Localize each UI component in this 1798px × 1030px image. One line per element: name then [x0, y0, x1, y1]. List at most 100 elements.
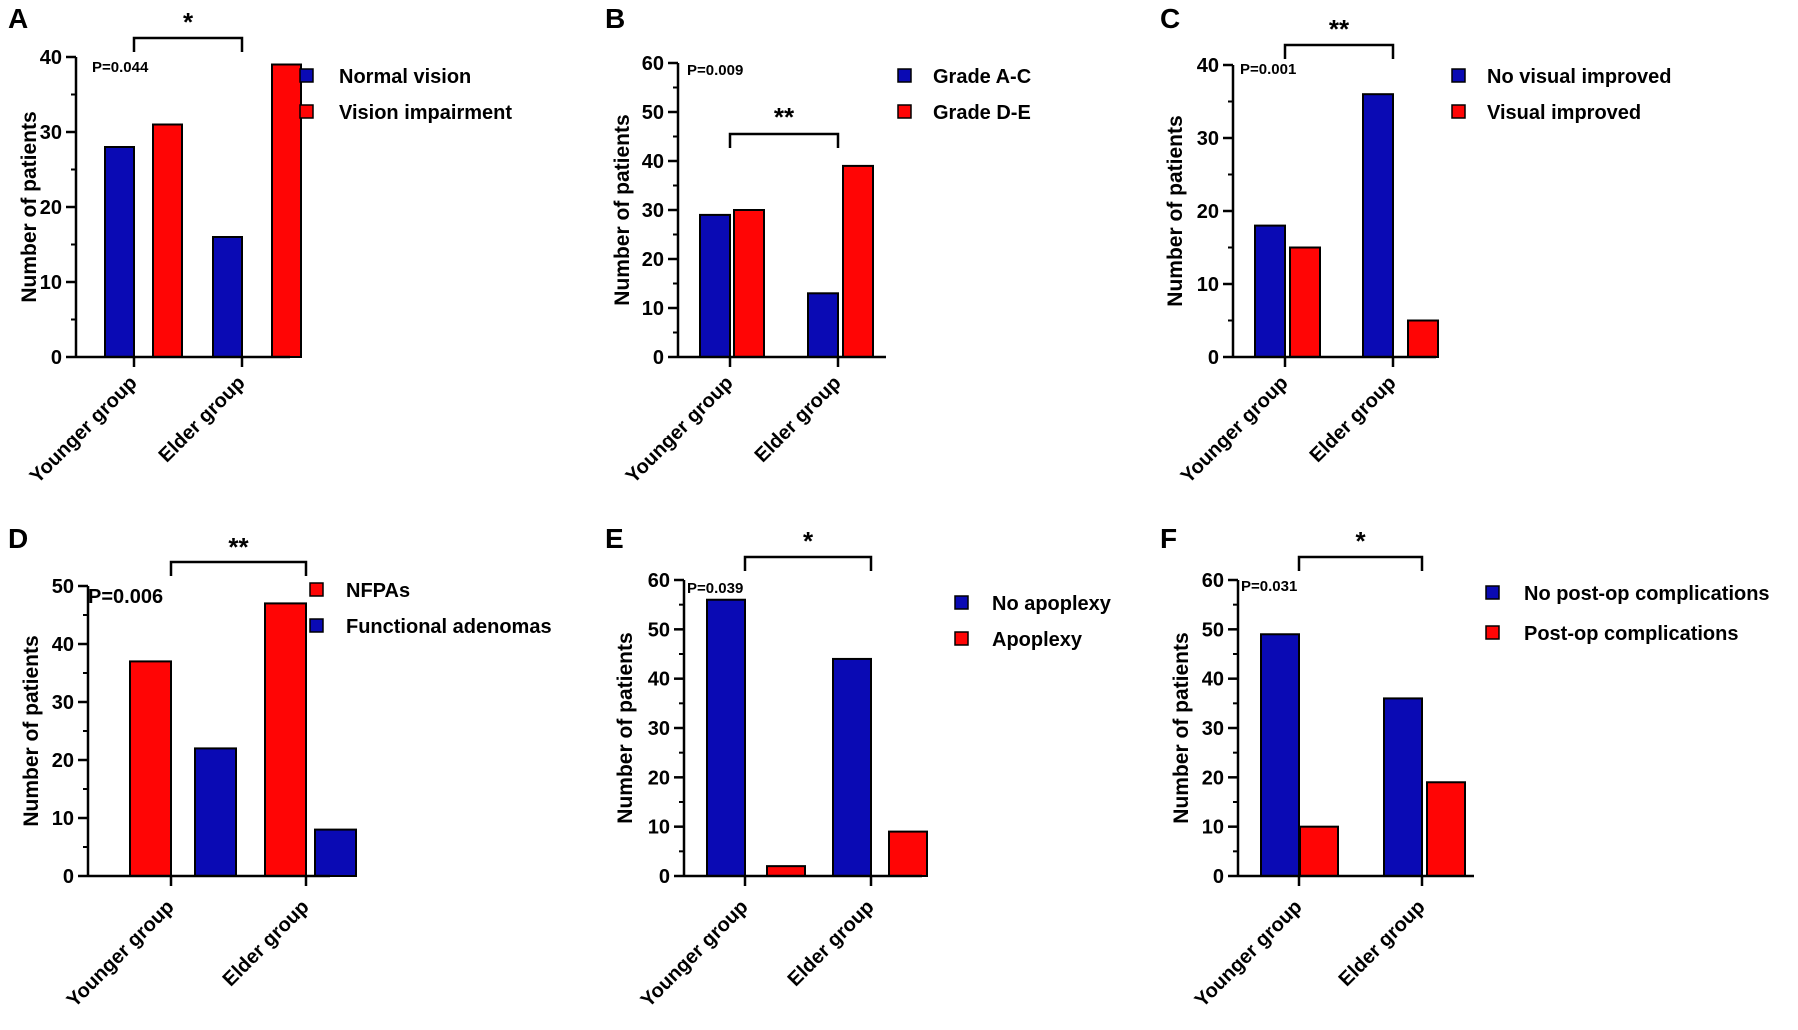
y-tick-label: 20: [642, 249, 664, 271]
bar-elder-group-apoplexy: [888, 830, 928, 877]
legend-swatch: [299, 68, 314, 83]
y-tick-label: 40: [648, 669, 670, 691]
legend-swatch: [309, 582, 324, 597]
panel-letter: A: [8, 3, 28, 34]
y-tick-label: 30: [52, 692, 74, 714]
panel-d: D Number of patients 0 10 20 30 40 50 Younger gr…: [8, 523, 552, 1012]
panel-letter: E: [605, 523, 624, 554]
p-value: P=0.006: [88, 586, 163, 608]
legend-swatch: [954, 631, 969, 646]
legend-label: Vision impairment: [339, 102, 512, 124]
y-axis-label: Number of patients: [611, 114, 634, 305]
legend-swatch: [954, 595, 969, 610]
x-tick-label: Elder group: [219, 896, 314, 991]
y-tick-label: 50: [648, 619, 670, 641]
legend-swatch: [309, 618, 324, 633]
y-tick-label: 50: [642, 102, 664, 124]
legend-swatch: [897, 104, 912, 119]
p-value: P=0.031: [1241, 578, 1297, 595]
y-tick-label: 10: [1202, 817, 1224, 839]
y-tick-label: 40: [52, 634, 74, 656]
significance-bracket: [1297, 555, 1424, 571]
legend-swatch: [1485, 585, 1500, 600]
significance-marker: *: [803, 526, 814, 556]
x-tick-label: Elder group: [751, 372, 846, 467]
bar-younger-group-no-post-op-complications: [1260, 633, 1300, 877]
x-tick-label: Younger group: [26, 372, 142, 488]
bar-elder-group-grade-d-e: [842, 164, 874, 358]
legend-swatch: [1485, 625, 1500, 640]
y-tick-label: 0: [1208, 347, 1219, 369]
bar-younger-group-vision-impairment: [152, 123, 183, 358]
y-tick-label: 60: [642, 53, 664, 75]
y-tick-label: 40: [1202, 669, 1224, 691]
bar-elder-group-vision-impairment: [271, 63, 302, 358]
y-axis-label: Number of patients: [18, 111, 41, 302]
legend-label: Grade A-C: [933, 66, 1031, 88]
significance-bracket: [728, 132, 840, 148]
x-tick-label: Younger group: [1191, 896, 1307, 1012]
legend-label: Grade D-E: [933, 102, 1031, 124]
y-tick-label: 30: [642, 200, 664, 222]
legend-label: NFPAs: [346, 580, 410, 602]
panel-letter: B: [605, 3, 625, 34]
bar-elder-group-grade-a-c: [807, 292, 839, 358]
y-tick-label: 10: [648, 817, 670, 839]
significance-bracket: [132, 36, 244, 52]
y-tick-label: 40: [642, 151, 664, 173]
y-tick-label: 20: [40, 197, 62, 219]
bar-elder-group-nfpas: [264, 602, 307, 878]
bar-elder-group-no-visual-improved: [1362, 93, 1394, 358]
bar-elder-group-functional-adenomas: [314, 828, 357, 877]
x-tick-label: Younger group: [637, 896, 753, 1012]
panel-f: F Number of patients 0 10 20 30 40 50 60 Younger …: [1160, 523, 1770, 1012]
bar-younger-group-apoplexy: [766, 865, 806, 878]
panel-b: B Number of patients 0 10 20 30 40 50 60 Younger …: [605, 3, 1031, 488]
y-tick-label: 0: [1213, 866, 1224, 888]
bar-younger-group-functional-adenomas: [194, 747, 237, 878]
legend-label: Visual improved: [1487, 102, 1641, 124]
y-tick-label: 0: [659, 866, 670, 888]
y-tick-label: 10: [642, 298, 664, 320]
legend-swatch: [299, 104, 314, 119]
y-tick-label: 20: [52, 750, 74, 772]
legend-label: Apoplexy: [992, 629, 1083, 651]
y-axis-label: Number of patients: [1170, 632, 1193, 823]
p-value: P=0.009: [687, 62, 743, 79]
y-tick-label: 30: [1197, 128, 1219, 150]
bar-younger-group-normal-vision: [104, 146, 135, 358]
y-tick-label: 0: [51, 347, 62, 369]
y-tick-label: 60: [1202, 570, 1224, 592]
bar-younger-group-no-visual-improved: [1254, 224, 1286, 358]
y-tick-label: 60: [648, 570, 670, 592]
panel-e: E Number of patients 0 10 20 30 40 50 60 Younger …: [605, 523, 1112, 1012]
x-tick-label: Younger group: [63, 896, 179, 1012]
legend-label: No apoplexy: [992, 593, 1112, 615]
legend-label: Post-op complications: [1524, 623, 1738, 645]
bar-younger-group-no-apoplexy: [706, 598, 746, 877]
y-tick-label: 40: [1197, 55, 1219, 77]
y-axis-label: Number of patients: [614, 632, 637, 823]
panel-letter: F: [1160, 523, 1177, 554]
y-tick-label: 20: [1197, 201, 1219, 223]
bar-younger-group-grade-a-c: [699, 213, 731, 358]
significance-marker: *: [183, 7, 194, 37]
x-tick-label: Elder group: [1306, 372, 1401, 467]
legend-label: Normal vision: [339, 66, 471, 88]
legend-swatch: [1451, 68, 1466, 83]
y-tick-label: 0: [63, 866, 74, 888]
panel-c: C Number of patients 0 10 20 30 40 Younger grou…: [1160, 3, 1672, 488]
y-tick-label: 0: [653, 347, 664, 369]
bar-elder-group-no-post-op-complications: [1383, 697, 1423, 878]
y-tick-label: 20: [1202, 767, 1224, 789]
p-value: P=0.001: [1240, 61, 1296, 78]
panel-letter: C: [1160, 3, 1180, 34]
y-tick-label: 10: [52, 808, 74, 830]
bar-younger-group-visual-improved: [1289, 246, 1321, 358]
y-axis-label: Number of patients: [1164, 115, 1187, 306]
panel-a: A Number of patients 0 10 20 30 40 Younger grou…: [8, 3, 512, 488]
p-value: P=0.044: [92, 59, 149, 76]
y-axis-label: Number of patients: [20, 635, 43, 826]
panel-letter: D: [8, 523, 28, 554]
legend-label: No visual improved: [1487, 66, 1672, 88]
